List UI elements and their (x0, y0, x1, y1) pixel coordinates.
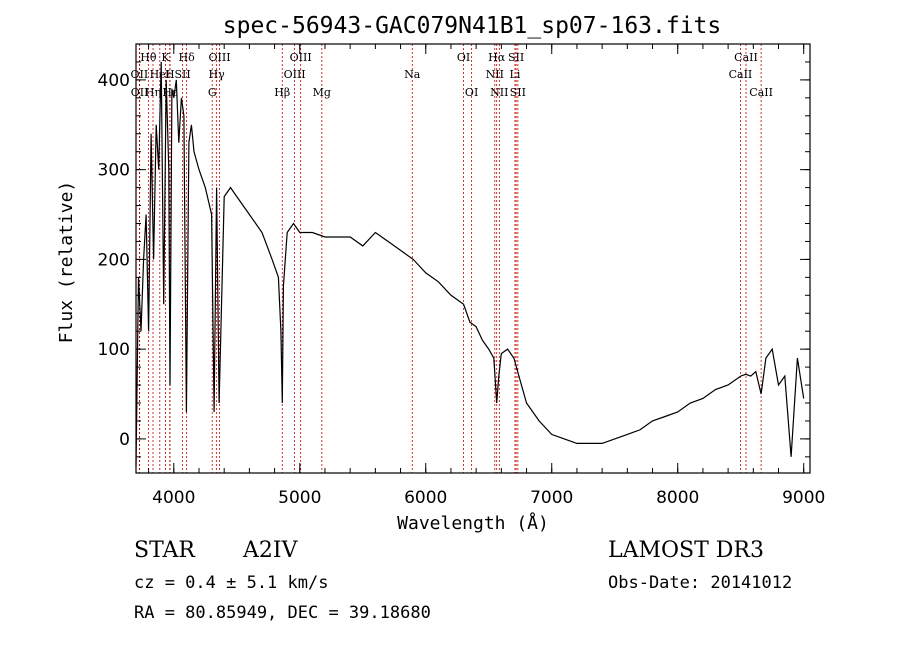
line-marker-label: SII (174, 68, 190, 81)
line-marker-label: SII (508, 51, 524, 64)
x-tick-label: 9000 (782, 488, 825, 508)
x-tick-label: 8000 (656, 488, 699, 508)
survey-name: LAMOST DR3 (608, 538, 764, 563)
line-marker-label: OI (465, 86, 478, 99)
line-marker-label: OII (131, 86, 149, 99)
line-marker-label: CaII (729, 68, 753, 81)
x-tick-label: 6000 (404, 488, 447, 508)
line-marker-label: OIII (290, 51, 312, 64)
observation-date: Obs-Date: 20141012 (608, 573, 793, 593)
y-axis-label: Flux (relative) (56, 181, 77, 344)
line-marker-label: Hβ (274, 86, 290, 99)
line-marker-label: CaII (734, 51, 758, 64)
line-marker-label: NII (486, 68, 504, 81)
line-marker-label: OII (131, 68, 149, 81)
object-class: STAR (134, 538, 195, 563)
line-marker-label: SII (510, 86, 526, 99)
line-marker-label: Hα (488, 51, 506, 64)
y-tick-label: 400 (98, 71, 130, 91)
y-tick-label: 200 (98, 250, 130, 270)
line-marker-label: OI (457, 51, 470, 64)
y-axis: 0 100 200 300 400 (98, 43, 810, 458)
line-marker-label: CaII (749, 86, 773, 99)
plot-frame (135, 43, 811, 474)
y-tick-label: 300 (98, 161, 130, 181)
line-marker-label: H (165, 68, 175, 81)
x-axis: 4000 5000 6000 7000 8000 9000 (148, 44, 825, 508)
y-tick-label: 100 (98, 340, 130, 360)
redshift-cz: cz = 0.4 ± 5.1 km/s (134, 573, 329, 593)
x-axis-label: Wavelength (Å) (397, 512, 549, 534)
y-tick-label: 0 (119, 430, 130, 450)
x-tick-label: 4000 (152, 488, 195, 508)
coordinates: RA = 80.85949, DEC = 39.18680 (134, 603, 431, 623)
line-marker-label: OIII (208, 51, 230, 64)
line-marker-label: Li (510, 68, 521, 81)
line-markers (139, 44, 762, 473)
line-marker-label: Hγ (209, 68, 226, 81)
line-marker-label: G (208, 86, 217, 99)
line-marker-label: OIII (284, 68, 306, 81)
spectrum-line (135, 61, 805, 466)
line-marker-label: NII (490, 86, 508, 99)
x-tick-label: 7000 (530, 488, 573, 508)
line-marker-label: Mg (313, 86, 331, 99)
line-marker-label: Na (404, 68, 421, 81)
object-subclass: A2IV (243, 538, 298, 563)
line-marker-label: Hδ (179, 51, 196, 64)
chart-title: spec-56943-GAC079N41B1_sp07-163.fits (223, 13, 722, 39)
line-marker-label: K (161, 51, 170, 64)
line-marker-label: Hθ (140, 51, 157, 64)
line-marker-label: Hη (145, 86, 161, 99)
x-tick-label: 5000 (278, 488, 321, 508)
line-marker-label: HeI (150, 68, 170, 81)
